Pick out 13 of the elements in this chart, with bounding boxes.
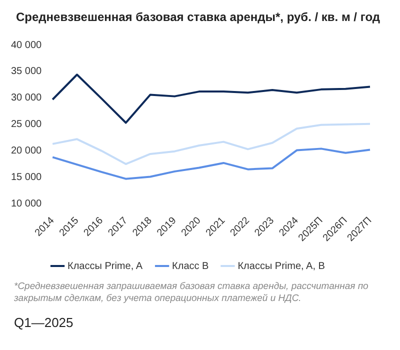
- legend-label: Классы Prime, A: [68, 260, 143, 272]
- y-tick-label: 30 000: [10, 92, 42, 104]
- y-tick-label: 20 000: [10, 146, 42, 157]
- y-tick-label: 15 000: [10, 172, 42, 183]
- y-tick-label: 35 000: [10, 66, 42, 78]
- legend-label: Классы Prime, A, B: [238, 260, 326, 272]
- text: Q1—2025: [14, 315, 74, 330]
- chart-title: Средневзвешенная базовая ставка аренды*, руб. / кв. м / год: [15, 9, 381, 26]
- legend-label: Класс B: [172, 260, 210, 272]
- y-tick-label: 40 000: [10, 40, 42, 51]
- text: *Средневзвешенная запрашиваемая базовая ставка аренды, рассчитанная по закрытым сделкам, без учета операционных платежей и НДС.: [14, 281, 370, 305]
- y-tick-label: 10 000: [10, 198, 42, 210]
- y-tick-label: 25 000: [10, 119, 42, 130]
